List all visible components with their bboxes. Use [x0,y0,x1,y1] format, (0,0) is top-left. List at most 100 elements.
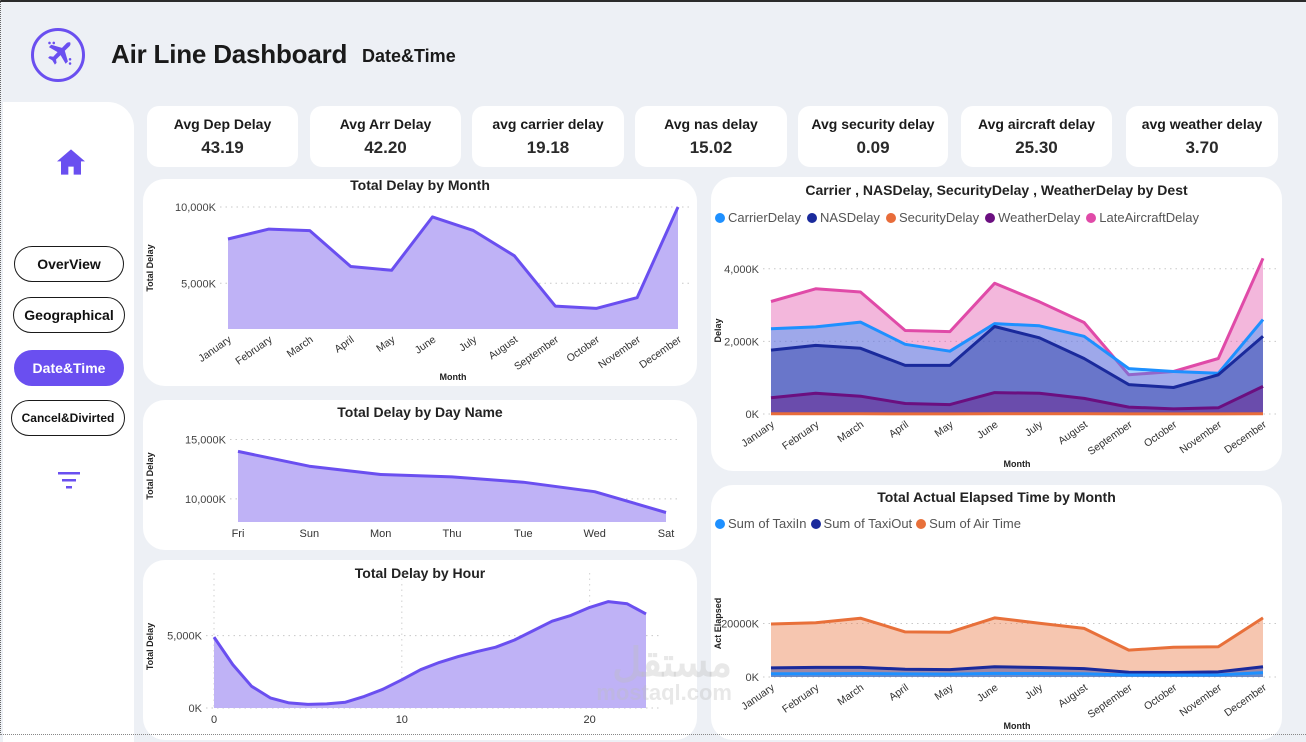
x-tick-label: February [780,418,822,452]
y-tick-label: 5,000K [167,631,203,643]
x-tick-label: November [1177,681,1224,719]
x-tick-label: August [1056,682,1090,711]
x-tick-label: May [932,418,956,440]
x-tick-label: February [780,681,822,715]
x-tick-label: Sat [658,528,675,540]
x-axis-label: Month [1004,721,1031,731]
chart-card-elapsed-time: Total Actual Elapsed Time by Month Sum o… [711,485,1282,740]
series-area [214,602,646,708]
x-tick-label: Tue [514,528,533,540]
chart-card-delay-types: Carrier , NASDelay, SecurityDelay , Weat… [711,177,1282,471]
y-axis-label: Delay [713,318,723,342]
x-tick-label: Mon [370,528,391,540]
x-tick-label: September [512,333,561,373]
x-tick-label: November [596,333,643,371]
kpi-label: Avg nas delay [635,116,787,132]
y-tick-label: 2,000K [724,336,760,348]
window-top-border [0,0,1306,2]
x-tick-label: September [1086,418,1135,458]
kpi-label: Avg Dep Delay [147,116,298,132]
x-tick-label: March [285,334,316,361]
x-tick-label: Fri [232,528,245,540]
kpi-label: Avg Arr Delay [310,116,461,132]
x-tick-label: March [835,419,866,446]
nav-datetime-button[interactable]: Date&Time [14,350,124,386]
kpi-label: avg carrier delay [472,116,624,132]
nav-geographical-button[interactable]: Geographical [13,297,125,333]
x-tick-label: Sun [300,528,320,540]
x-tick-label: April [887,682,911,704]
home-icon[interactable] [55,146,87,178]
x-tick-label: June [975,419,1001,442]
kpi-card-avg-nas-delay: Avg nas delay 15.02 [635,106,787,167]
kpi-value: 43.19 [147,138,298,158]
x-tick-label: Thu [443,528,462,540]
x-tick-label: September [1086,681,1135,721]
x-tick-label: July [1023,418,1046,439]
kpi-value: 25.30 [961,138,1112,158]
x-tick-label: December [1222,681,1269,719]
y-tick-label: 0K [189,703,203,715]
x-tick-label: October [1142,418,1180,450]
nav-overview-button[interactable]: OverView [14,246,124,282]
kpi-label: Avg security delay [798,116,948,132]
x-tick-label: January [739,418,777,450]
x-tick-label: 20 [584,714,596,726]
x-tick-label: July [1023,681,1046,702]
page-left-border [0,0,2,735]
x-tick-label: December [1222,418,1269,456]
kpi-value: 15.02 [635,138,787,158]
kpi-card-avg-carrier-delay: avg carrier delay 19.18 [472,106,624,167]
kpi-label: Avg aircraft delay [961,116,1112,132]
airline-logo [31,28,85,82]
y-tick-label: 5,000K [181,278,217,290]
y-axis-label: Act Elapsed [713,598,723,650]
x-tick-label: May [374,333,398,355]
x-tick-label: February [233,333,275,367]
filter-icon[interactable] [57,470,81,490]
x-tick-label: January [739,681,777,713]
kpi-card-avg-aircraft-delay: Avg aircraft delay 25.30 [961,106,1112,167]
y-axis-label: Total Delay [145,452,155,499]
x-tick-label: June [975,682,1001,705]
x-tick-label: August [1056,419,1090,448]
x-axis-label: Month [1004,459,1031,469]
nav-cancel-diverted-button[interactable]: Cancel&Divirted [11,400,125,436]
kpi-card-avg-arr-delay: Avg Arr Delay 42.20 [310,106,461,167]
kpi-card-avg-security-delay: Avg security delay 0.09 [798,106,948,167]
y-tick-label: 10,000K [175,202,217,214]
x-tick-label: October [1142,681,1180,713]
x-tick-label: August [486,334,520,363]
x-tick-label: April [887,419,911,441]
y-axis-label: Total Delay [145,244,155,291]
x-tick-label: 10 [396,714,408,726]
series-area [238,451,666,522]
x-tick-label: April [332,334,356,356]
y-tick-label: 10,000K [185,494,227,506]
y-tick-label: 0K [746,672,760,684]
x-tick-label: March [835,682,866,709]
airplane-icon [41,38,75,72]
x-tick-label: December [637,333,684,371]
kpi-card-avg-weather-delay: avg weather delay 3.70 [1126,106,1278,167]
x-tick-label: Wed [583,528,605,540]
x-tick-label: June [413,334,439,357]
kpi-value: 3.70 [1126,138,1278,158]
kpi-label: avg weather delay [1126,116,1278,132]
kpi-card-avg-dep-delay: Avg Dep Delay 43.19 [147,106,298,167]
y-tick-label: 4,000K [724,264,760,276]
y-tick-label: 0K [746,409,760,421]
x-tick-label: January [196,333,234,365]
x-tick-label: May [932,681,956,703]
x-tick-label: 0 [211,714,217,726]
page-subtitle: Date&Time [362,46,456,67]
sidebar: OverView Geographical Date&Time Cancel&D… [3,102,134,742]
